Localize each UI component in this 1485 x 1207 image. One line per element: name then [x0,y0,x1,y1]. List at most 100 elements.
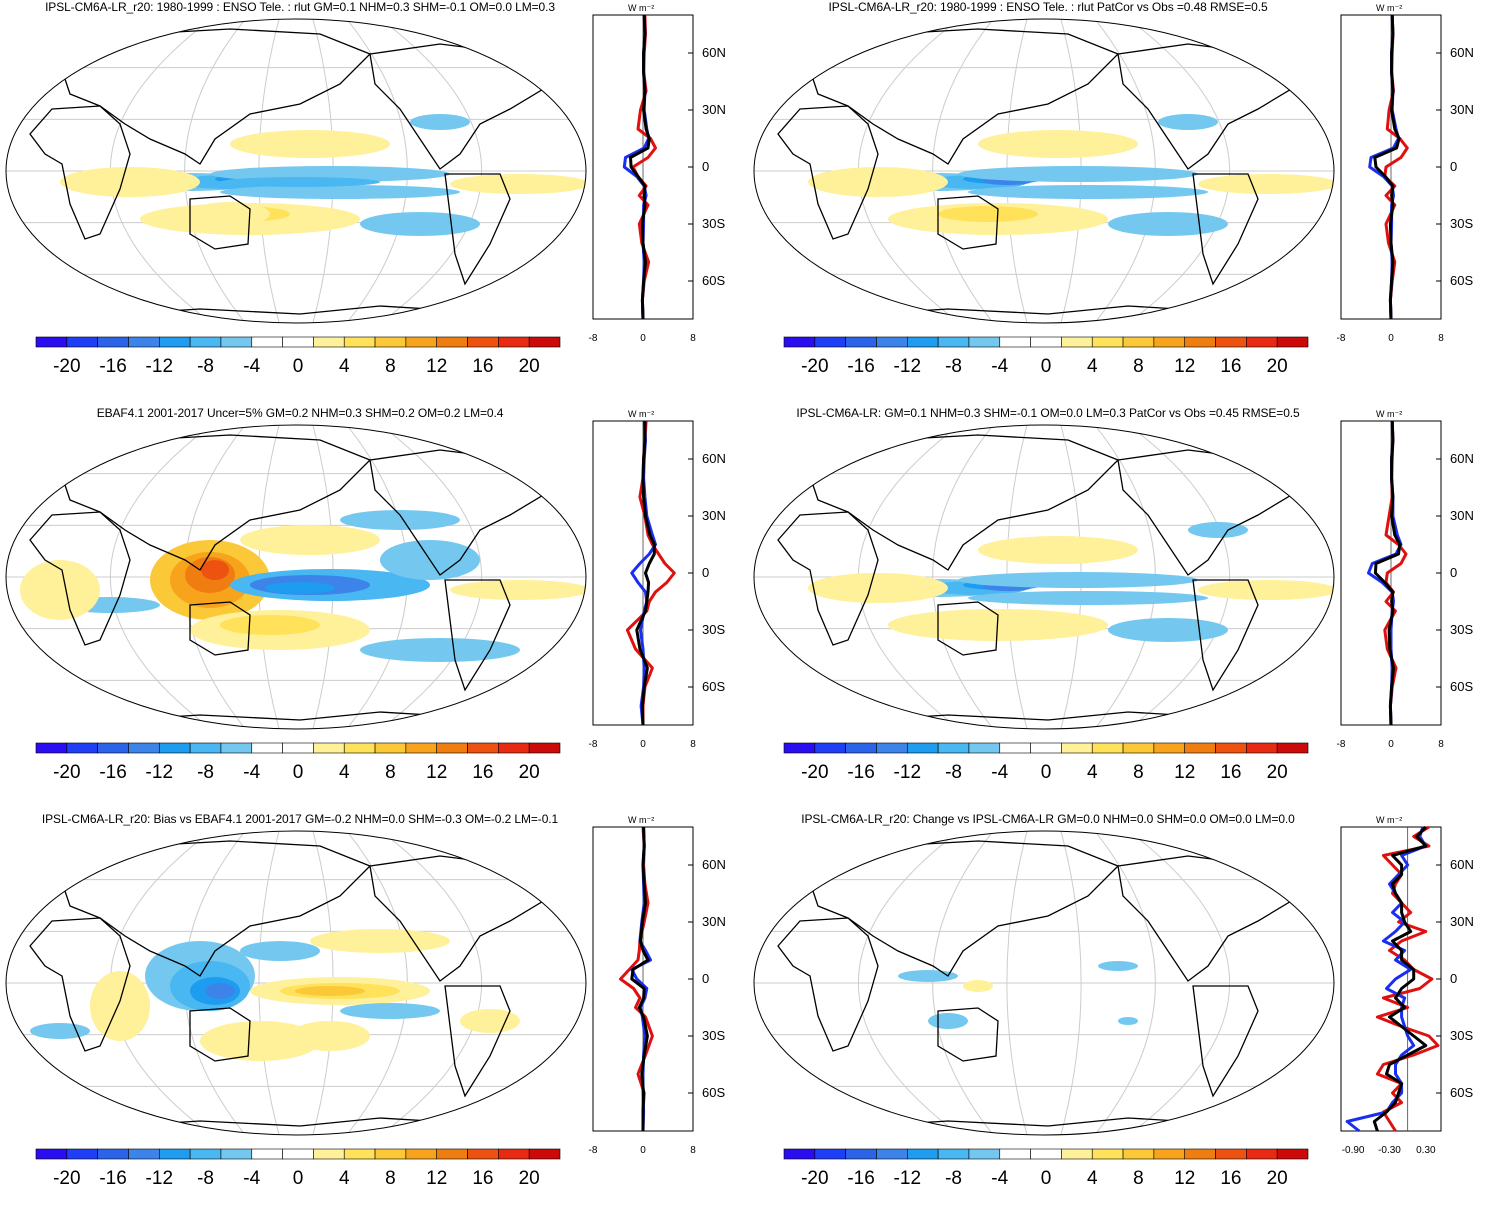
colorbar-tick-label: -16 [99,762,127,783]
colorbar-swatch [1030,1148,1062,1160]
coastline [1117,855,1310,982]
colorbar-tick-label: 16 [1220,762,1242,783]
coastline [1192,173,1259,286]
latitude-label: 30N [1450,508,1474,523]
anomaly-region [90,971,150,1041]
colorbar-swatch [374,1148,407,1160]
colorbar-tick-label: -20 [53,356,81,377]
colorbar-swatch [1061,1148,1093,1160]
colorbar-tick-label: 4 [338,1168,350,1189]
colorbar-swatch [313,742,345,754]
colorbar-swatch [783,336,816,348]
colorbar [35,742,561,754]
graticule-lon [1060,831,1082,1135]
coastline [777,511,879,646]
colorbar-swatch [467,1148,499,1160]
profile-x-tick-label: -0.90 [1341,1145,1365,1156]
latitude-label: 30N [1450,102,1474,117]
profile-series-line [629,14,651,320]
graticule-lon [380,19,482,323]
map-border [5,424,587,730]
anomaly-region [978,130,1138,158]
world-map [5,830,587,1136]
colorbar-tick-label: 8 [1133,1168,1144,1189]
colorbar-swatch [937,1148,970,1160]
anomaly-region [220,615,320,635]
profile-unit: W m⁻² [628,3,655,13]
colorbar-swatch [405,742,438,754]
colorbar-swatch [498,336,530,348]
latitude-label: 30N [702,102,726,117]
colorbar-swatch [876,742,908,754]
colorbar-tick-label: 8 [385,762,396,783]
coastline [444,173,511,286]
coastline [59,28,372,165]
graticule-lon [1094,831,1156,1135]
colorbar-swatch [783,1148,816,1160]
world-map [5,424,587,730]
coastline [937,1007,999,1062]
panel-model-patcor: IPSL-CM6A-LR_r20: 1980-1999 : ENSO Tele.… [748,0,1485,395]
latitude-label: 30N [1450,914,1474,929]
colorbar-swatch [999,1148,1031,1160]
colorbar-swatch [876,1148,908,1160]
colorbar-swatch [343,1148,376,1160]
coastline [189,601,251,656]
colorbar-tick-label: 12 [1174,356,1196,377]
profile-x-tick-label: 8 [1438,333,1444,344]
profile-x-tick-label: 0 [1388,739,1394,750]
colorbar-swatch [405,1148,438,1160]
graticule-lon [1128,831,1230,1135]
colorbar-swatch [220,1148,253,1160]
colorbar-swatch [374,742,407,754]
colorbar-tick-label: 16 [472,356,494,377]
map-border [5,830,587,1136]
colorbar-tick-label: 16 [1220,356,1242,377]
zonal-profile [1340,826,1442,1133]
colorbar-tick-label: -8 [945,1168,962,1189]
profile-x-tick-label: 8 [690,333,696,344]
colorbar-swatch [1246,336,1278,348]
colorbar-swatch [1091,1148,1124,1160]
colorbar-swatch [968,336,1001,348]
coastline [29,917,131,1052]
colorbar-tick-label: -8 [945,762,962,783]
graticule-lon [932,425,994,729]
latitude-label: 60S [1450,273,1474,288]
anomaly-region [808,167,948,197]
anomaly-region [1098,961,1138,971]
colorbar [783,742,1309,754]
graticule-lon [1128,19,1230,323]
colorbar-swatch [1030,336,1062,348]
colorbar-swatch [66,742,98,754]
coastline [189,195,251,250]
profile-x-tick-label: 8 [1438,739,1444,750]
latitude-label: 60N [702,451,726,466]
profile-series-line [1372,826,1428,1132]
panel-bias: IPSL-CM6A-LR_r20: Bias vs EBAF4.1 2001-2… [0,812,742,1207]
anomaly-region [220,177,380,187]
latitude-label: 30S [702,622,726,637]
anomaly-region [340,510,460,530]
coastline [444,985,511,1098]
latitude-label: 0 [1450,971,1458,986]
colorbar-swatch [35,742,68,754]
anomaly-region [963,980,993,992]
colorbar-swatch [876,336,908,348]
colorbar-swatch [845,1148,877,1160]
latitude-label: 30S [1450,1028,1474,1043]
colorbar-tick-label: 4 [1086,1168,1098,1189]
anomaly-region [20,560,100,620]
colorbar-swatch [906,1148,939,1160]
panel-obs-ebaf: EBAF4.1 2001-2017 Uncer=5% GM=0.2 NHM=0.… [0,406,742,801]
coastline [1117,449,1310,576]
colorbar-swatch [1184,336,1216,348]
colorbar-swatch [1246,1148,1278,1160]
colorbar-swatch [128,336,160,348]
coastline [807,434,1120,571]
colorbar-tick-label: 8 [1133,356,1144,377]
colorbar-swatch [97,1148,129,1160]
colorbar-swatch [282,742,314,754]
coastline [189,1007,251,1062]
anomaly-region [30,1023,90,1039]
